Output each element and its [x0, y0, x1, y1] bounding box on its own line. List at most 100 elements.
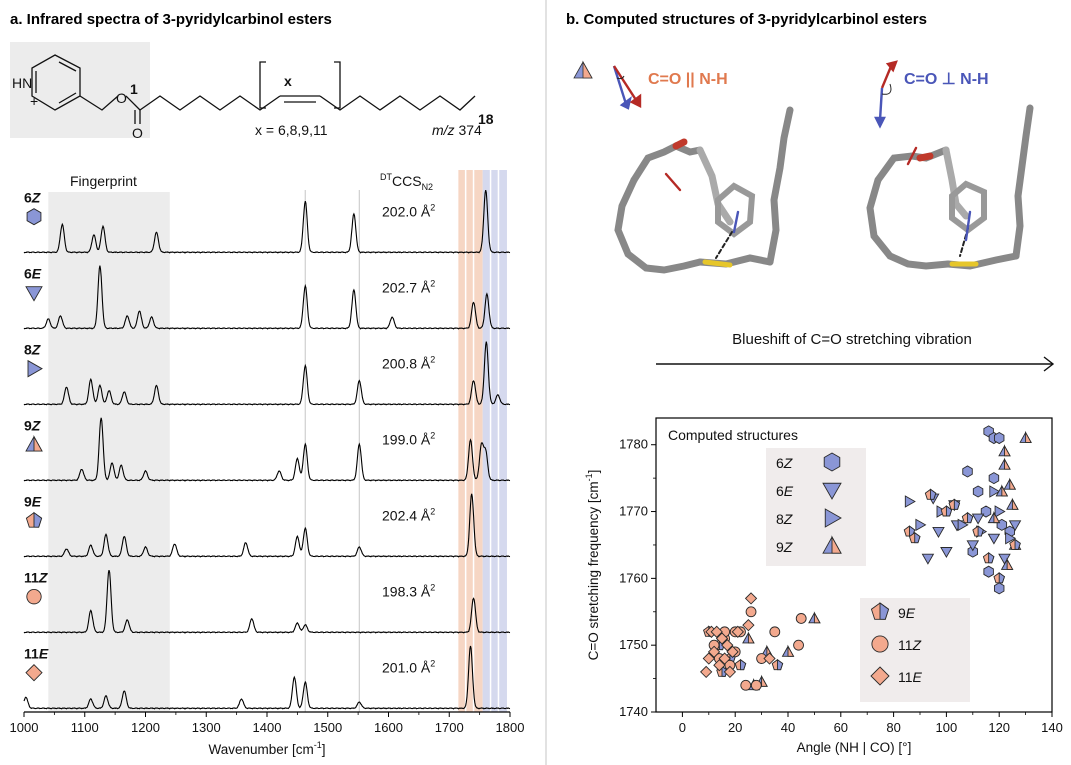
series-label-iso: E	[32, 494, 42, 510]
panel-a-title: a. Infrared spectra of 3-pyridylcarbinol…	[10, 11, 332, 28]
sx-tick-label-80: 80	[886, 720, 900, 735]
ccs-value-sup: 2	[430, 355, 435, 365]
computed-structure-perpendicular	[866, 104, 1034, 270]
point-9Z-2-half	[1009, 477, 1017, 490]
legend-left-symbol-0	[823, 452, 841, 472]
legend-right-symbol-2-shape	[870, 666, 890, 686]
point-6Z-10-shape	[983, 565, 994, 578]
sx-tick-label-120: 120	[988, 720, 1010, 735]
point-9E-1-half	[930, 488, 937, 500]
point-9E-9	[908, 531, 921, 544]
point-11E-12-shape	[742, 618, 755, 632]
point-11E-12	[742, 618, 755, 632]
point-9E-orange-5-half	[776, 658, 784, 671]
point-8Z-7	[1005, 531, 1017, 545]
legend-num: 11	[898, 637, 913, 653]
legend-iso: Z	[912, 637, 922, 653]
c1-label: 1	[130, 81, 138, 97]
point-9E-5	[972, 525, 984, 537]
ccs-value-text: 202.4 Å	[382, 508, 431, 524]
point-6E-9	[1008, 520, 1022, 532]
point-9E-8	[1009, 538, 1021, 550]
legend-iso: E	[913, 669, 923, 685]
legend-right-label-1: 11Z	[898, 637, 922, 653]
point-6E-10	[921, 553, 935, 565]
point-11Z-9-shape	[740, 679, 752, 691]
point-6Z-3	[962, 465, 973, 478]
point-6E-5	[987, 533, 1001, 545]
blueshift-arrow	[656, 356, 1055, 372]
point-11Z-2	[769, 626, 781, 638]
point-9Z-4	[1006, 497, 1019, 510]
legend-right-label-2: 11E	[898, 669, 923, 685]
spectrum-8Z	[23, 341, 511, 406]
point-11E-13	[763, 652, 776, 665]
point-9E-9-half	[914, 531, 921, 544]
point-11E-5-shape	[726, 645, 739, 659]
sy-tick-label-1780: 1780	[619, 437, 648, 452]
point-9E-2-half	[945, 505, 953, 517]
point-6E-6-shape	[966, 540, 980, 552]
spectrum-11Z	[23, 569, 511, 634]
ccs-value-11Z: 198.3 Å2	[382, 583, 435, 600]
point-9Z-orange-2	[808, 611, 821, 624]
point-11Z-0-shape	[745, 606, 757, 618]
point-6E-3-shape	[932, 527, 945, 538]
sx-tick-label-100: 100	[936, 720, 958, 735]
ccs-value-sup: 2	[430, 203, 435, 213]
x-tick-label-1600: 1600	[374, 720, 403, 735]
point-11Z-4	[793, 639, 804, 651]
series-label-num: 6	[24, 266, 32, 282]
inset-label: Computed structures	[668, 427, 798, 443]
legend-num: 8	[776, 511, 784, 527]
spectrum-6E	[23, 265, 511, 330]
ccs-value-text: 198.3 Å	[382, 584, 431, 600]
point-8Z-7-shape	[1005, 531, 1017, 545]
point-11E-5	[726, 645, 739, 659]
legend-left-symbol-0-shape	[823, 452, 841, 472]
x-tick-label-1800: 1800	[496, 720, 525, 735]
legend-iso: E	[906, 605, 916, 621]
point-6Z-2	[993, 432, 1005, 445]
ccs-value-6Z: 202.0 Å2	[382, 203, 435, 220]
x-tick-label-1400: 1400	[253, 720, 282, 735]
point-11Z-4-shape	[793, 639, 804, 651]
series-label-num: 11	[24, 570, 39, 586]
scatter-frame	[655, 417, 1053, 713]
point-9E-7-half	[998, 571, 1005, 584]
x-values-label: x = 6,8,9,11	[255, 122, 328, 138]
ccs-value-text: 202.7 Å	[382, 280, 431, 296]
point-8Z-4-shape	[989, 485, 1001, 498]
point-11E-3	[715, 632, 729, 645]
point-11E-11-shape	[702, 652, 715, 665]
point-11E-2-shape	[710, 625, 723, 638]
legend-right-symbol-0-half	[879, 602, 890, 620]
point-8Z-6-shape	[994, 505, 1006, 518]
point-6E-6	[966, 540, 980, 552]
legend-num: 6	[776, 483, 784, 499]
x-tick-label-1100: 1100	[71, 720, 99, 735]
point-11E-6-shape	[731, 625, 744, 638]
series-label-11E: 11E	[24, 646, 49, 662]
legend-left-symbol-1	[822, 482, 842, 500]
point-9Z-3-half	[1001, 484, 1009, 497]
9z-symbol-top	[573, 60, 593, 79]
spectrum-9Z	[23, 417, 511, 482]
ccs-value-text: 202.0 Å	[382, 204, 431, 220]
point-6E-8	[940, 547, 953, 559]
series-symbol-11E-shape	[25, 664, 43, 682]
point-9Z-8	[998, 444, 1011, 457]
c18-label: 18	[478, 111, 494, 127]
legend-left-label-0: 6Z	[776, 455, 793, 471]
point-9Z-0-half	[1025, 430, 1032, 443]
point-6Z-10	[983, 565, 994, 578]
legend-right-symbol-0	[870, 602, 890, 620]
point-9Z-4-half	[1011, 497, 1019, 510]
point-11Z-10-shape	[750, 679, 762, 691]
ccs-value-8Z: 200.8 Å2	[382, 355, 435, 372]
x-tick-label-1300: 1300	[192, 720, 221, 735]
point-11E-0	[744, 592, 758, 605]
series-label-num: 11	[24, 646, 39, 662]
x-axis-label-end: ]	[322, 742, 326, 757]
